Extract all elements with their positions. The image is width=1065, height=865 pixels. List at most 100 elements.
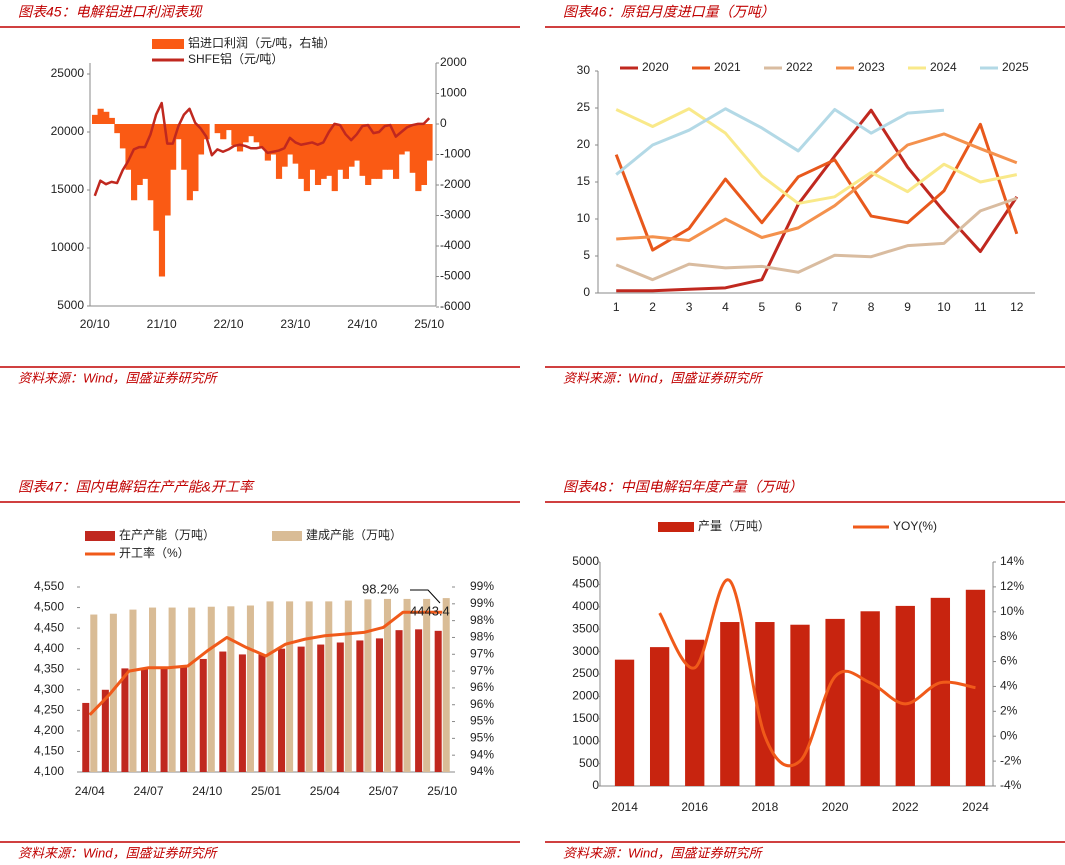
line — [614, 122, 1019, 252]
chart-title: 图表47：国内电解铝在产产能&开工率 — [18, 479, 255, 495]
y2-tick-label: -3000 — [440, 208, 471, 222]
bar — [153, 124, 160, 231]
legend-label: SHFE铝（元/吨） — [188, 51, 283, 66]
bar — [266, 601, 274, 772]
source: 资料来源：Wind，国盛证券研究所 — [563, 370, 764, 385]
y2-tick-label: 6% — [1000, 654, 1018, 668]
bar — [219, 651, 227, 772]
x-tick-label: 24/10 — [347, 317, 377, 331]
bar — [303, 124, 310, 192]
line — [93, 101, 431, 197]
bar — [225, 124, 232, 131]
y2-tick-label: 95% — [470, 731, 494, 745]
bar — [342, 124, 349, 179]
bar — [325, 601, 333, 772]
y-tick-label: 5 — [583, 248, 590, 262]
panel: 图表48：中国电解铝年度产量（万吨） 资料来源：Wind，国盛证券研究所 0 500 1… — [545, 479, 1065, 860]
y-tick-label: 4,150 — [34, 744, 64, 758]
bar — [376, 124, 383, 179]
bar — [344, 600, 352, 772]
bar — [92, 114, 99, 124]
y-tick-label: 20 — [577, 137, 591, 151]
x-tick-label: 25/10 — [427, 784, 457, 798]
bar — [131, 124, 138, 201]
y2-tick-label: -2% — [1000, 753, 1022, 767]
y-tick-label: 2500 — [572, 666, 599, 680]
x-tick-label: 9 — [904, 300, 911, 314]
bar — [365, 124, 372, 185]
y2-tick-label: 94% — [470, 764, 494, 778]
bar — [331, 124, 338, 192]
bar — [175, 124, 182, 140]
bar — [420, 124, 428, 185]
bar — [790, 624, 810, 786]
bar — [685, 639, 705, 786]
bar — [353, 124, 361, 161]
bar — [168, 607, 176, 772]
bar — [121, 668, 129, 772]
x-tick-label: 24/04 — [75, 784, 105, 798]
bar — [320, 124, 327, 179]
y2-tick-label: 14% — [1000, 554, 1024, 568]
y-tick-label: 1000 — [572, 733, 599, 747]
y2-tick-label: 12% — [1000, 579, 1024, 593]
bar — [326, 124, 333, 176]
y-tick-label: 5000 — [57, 298, 84, 312]
bar — [259, 124, 266, 149]
legend-label: 2023 — [858, 60, 885, 74]
bar — [383, 598, 392, 772]
bar — [286, 601, 294, 772]
y-tick-label: 4,200 — [34, 723, 64, 737]
bar — [227, 606, 235, 772]
y-tick-label: 25000 — [51, 66, 85, 80]
y-tick-label: 0 — [583, 285, 590, 299]
y-tick-label: 4,250 — [34, 703, 64, 717]
y2-tick-label: 1000 — [440, 86, 467, 100]
bar — [403, 598, 411, 772]
line — [658, 578, 976, 768]
y2-tick-label: 96% — [470, 680, 494, 694]
bar — [220, 124, 227, 140]
bar — [317, 644, 325, 772]
bar — [160, 668, 168, 772]
legend-swatch — [272, 531, 302, 541]
legend-swatch — [658, 522, 694, 532]
bar — [164, 124, 171, 216]
bar — [614, 659, 635, 786]
bar — [720, 622, 740, 786]
bar — [375, 638, 383, 772]
bar — [186, 124, 193, 201]
bar — [264, 124, 271, 161]
y-tick-label: 15 — [577, 174, 591, 188]
leader — [410, 589, 441, 604]
y-tick-label: 4500 — [572, 577, 599, 591]
bar — [158, 124, 166, 277]
y2-tick-label: 2000 — [440, 55, 467, 69]
bar — [82, 702, 90, 772]
x-tick-label: 2022 — [892, 800, 919, 814]
bar — [181, 124, 188, 170]
x-tick-label: 2014 — [611, 800, 638, 814]
y-tick-label: 15000 — [51, 182, 85, 196]
bar — [114, 124, 121, 134]
y2-tick-label: -2000 — [440, 177, 471, 191]
x-tick-label: 6 — [795, 300, 802, 314]
y-tick-label: 10 — [577, 211, 591, 225]
x-tick-label: 25/01 — [251, 784, 281, 798]
panel: 图表45：电解铝进口利润表现资料来源：Wind，国盛证券研究所500010000… — [0, 4, 520, 385]
legend-swatch — [85, 531, 115, 541]
x-tick-label: 1 — [613, 300, 620, 314]
bar — [395, 630, 403, 772]
y-tick-label: 4,450 — [34, 620, 64, 634]
x-tick-label: 20/10 — [80, 317, 110, 331]
y2-tick-label: -4000 — [440, 238, 471, 252]
bar — [298, 124, 305, 179]
y2-tick-label: 94% — [470, 747, 494, 761]
bar — [398, 124, 405, 155]
y2-tick-label: -6000 — [440, 299, 471, 313]
y2-tick-label: 95% — [470, 714, 494, 728]
bar — [136, 124, 143, 185]
bar — [258, 654, 266, 772]
y-tick-label: 10000 — [51, 240, 85, 254]
